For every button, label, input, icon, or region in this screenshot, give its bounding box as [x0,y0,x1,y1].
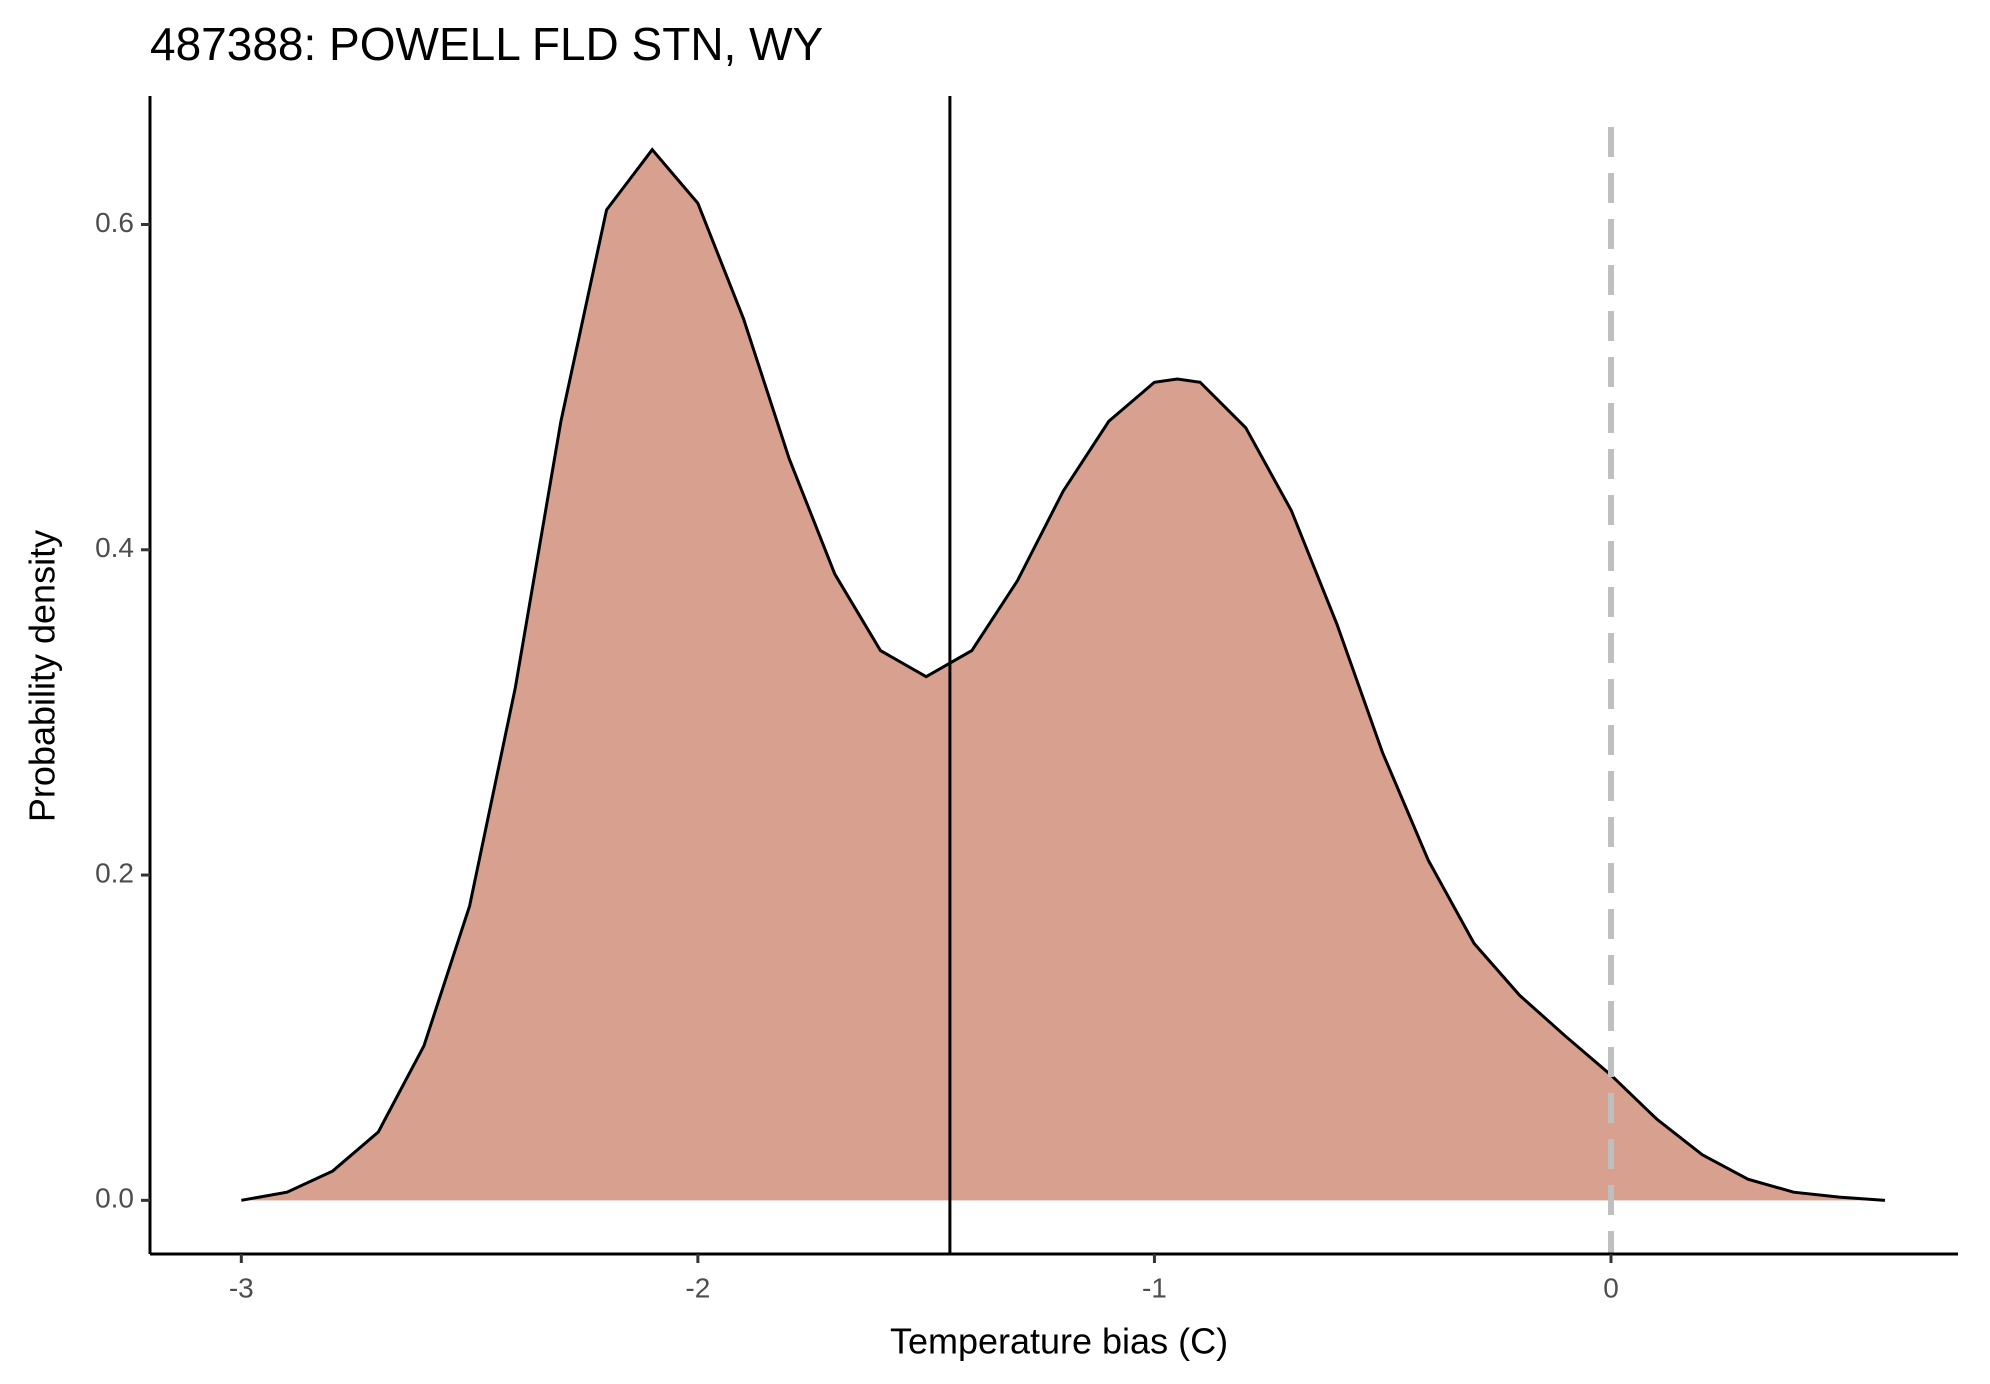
density-area [241,149,1885,1201]
y-tick-label: 0.0 [95,1183,134,1214]
y-axis-title: Probability density [22,530,63,822]
x-tick-label: -3 [229,1272,254,1303]
x-tick-label: -2 [685,1272,710,1303]
x-tick-label: -1 [1142,1272,1167,1303]
density-line [241,147,1886,1202]
y-tick-label: 0.2 [95,857,134,888]
chart-title: 487388: POWELL FLD STN, WY [150,18,823,70]
x-tick-label: 0 [1603,1272,1619,1303]
x-axis-title: Temperature bias (C) [890,1321,1228,1362]
y-tick-label: 0.6 [95,207,134,238]
y-tick-label: 0.4 [95,532,134,563]
